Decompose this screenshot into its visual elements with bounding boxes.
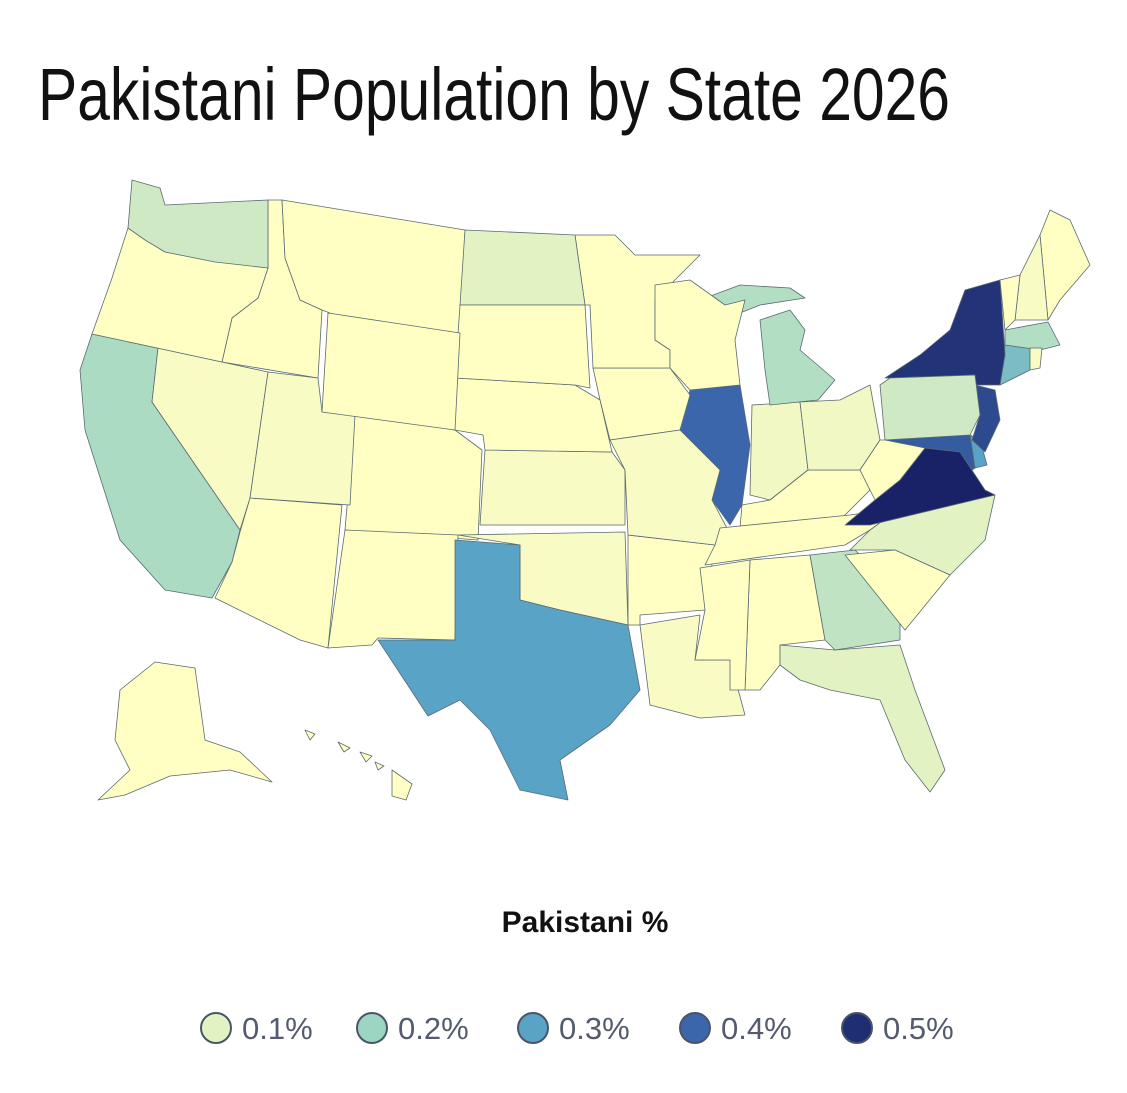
state <box>321 312 461 431</box>
state <box>694 559 751 691</box>
state <box>844 549 951 631</box>
legend-label: 0.4% <box>721 1011 792 1046</box>
legend-label: 0.3% <box>559 1011 630 1046</box>
states <box>79 179 1091 801</box>
state <box>879 374 981 441</box>
state <box>1029 347 1043 371</box>
legend-swatch <box>679 1012 711 1044</box>
state <box>97 661 273 801</box>
legend-label: 0.2% <box>398 1011 469 1046</box>
legend-label: 0.1% <box>242 1011 313 1046</box>
legend-swatch <box>841 1012 873 1044</box>
state <box>859 439 926 501</box>
state <box>304 729 413 801</box>
legend-swatch <box>517 1012 549 1044</box>
state <box>884 279 1006 386</box>
state <box>127 179 269 269</box>
state <box>454 377 613 453</box>
map-title: Pakistani Population by State 2026 <box>38 53 950 136</box>
legend-title: Pakistani % <box>502 906 669 939</box>
state <box>344 412 483 541</box>
legend-swatch <box>200 1012 232 1044</box>
state <box>592 367 691 441</box>
legend: 0.1% 0.2% 0.3% 0.4% 0.5% <box>200 1011 954 1046</box>
legend-swatch <box>356 1012 388 1044</box>
legend-label: 0.5% <box>883 1011 954 1046</box>
state <box>151 347 269 531</box>
state <box>779 644 946 793</box>
state <box>327 529 459 649</box>
state <box>214 497 343 649</box>
state <box>1004 321 1061 351</box>
state <box>1039 209 1091 321</box>
state <box>459 229 586 306</box>
state <box>639 614 746 719</box>
state <box>377 539 641 801</box>
state <box>999 274 1021 331</box>
state <box>654 279 746 391</box>
state <box>454 304 591 389</box>
state <box>479 449 626 526</box>
